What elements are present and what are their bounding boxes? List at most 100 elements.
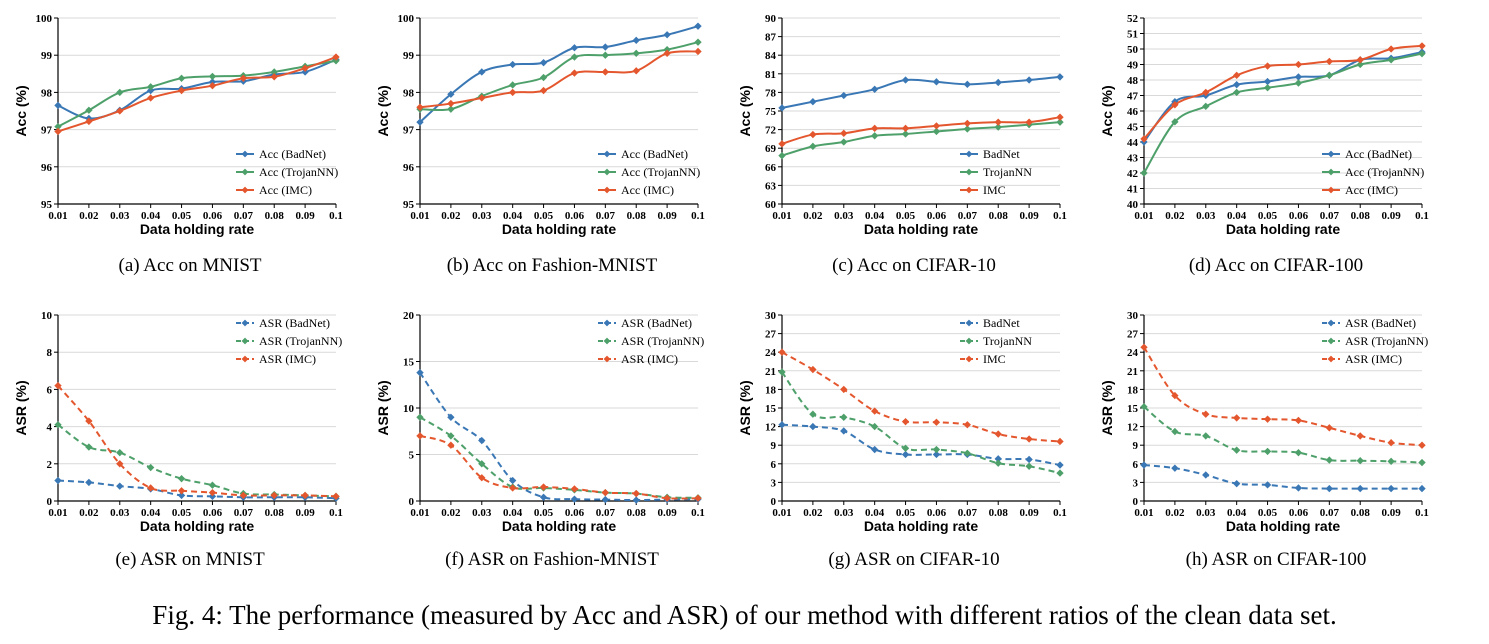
point-imc-e-5: [208, 488, 217, 497]
y-tick-label-h-9: 27: [1127, 329, 1139, 341]
panel-f: 0 5 10 15 20 0.01 0.02 0.03 0.04 0.05 0.06 0.07 0.08…: [372, 305, 732, 595]
x-axis-title-g: Data holding rate: [864, 518, 979, 534]
y-axis-title-c: Acc (%): [737, 85, 753, 136]
legend-label-badnet-d: Acc (BadNet): [1345, 147, 1412, 161]
y-tick-label-a-4: 99: [41, 50, 53, 62]
point-badnet-b-1: [447, 90, 455, 98]
x-tick-label-e-2: 0.03: [110, 507, 130, 519]
point-badnet-g-7: [994, 455, 1002, 463]
legend-marker-imc-d: [1327, 186, 1335, 194]
x-tick-label-f-0: 0.01: [410, 507, 429, 519]
point-imc-c-6: [963, 119, 972, 128]
y-tick-label-h-1: 3: [1133, 477, 1139, 489]
point-badnet-h-2: [1202, 471, 1210, 479]
point-badnet-a-8: [301, 68, 309, 76]
x-tick-label-a-7: 0.08: [265, 210, 285, 222]
y-tick-label-g-1: 3: [771, 477, 777, 489]
series-line-trojannn-e: [57, 423, 337, 498]
plot-area-a: [58, 18, 336, 204]
x-tick-label-c-1: 0.02: [803, 210, 823, 222]
y-tick-label-c-0: 60: [765, 199, 777, 211]
point-badnet-a-3: [146, 86, 155, 95]
series-line-badnet-e: [57, 479, 337, 500]
y-tick-label-g-3: 9: [771, 440, 777, 452]
point-trojannn-g-1: [809, 410, 817, 418]
legend-label-imc-b: Acc (IMC): [621, 183, 674, 197]
y-axis-title-e: ASR (%): [13, 380, 29, 435]
caption-c: (c) Acc on CIFAR-10: [832, 255, 996, 276]
point-trojannn-b-1: [447, 105, 455, 113]
x-tick-label-a-4: 0.05: [172, 210, 192, 222]
y-tick-label-c-6: 78: [765, 87, 777, 99]
chart-a: 95 96 97 98 99 100 0.01 0.02 0.03 0.04 0.05 0.06 0.0…: [13, 13, 343, 237]
x-tick-label-g-8: 0.09: [1019, 507, 1039, 519]
y-tick-label-d-1: 41: [1127, 184, 1138, 196]
y-tick-label-e-2: 4: [47, 422, 53, 434]
x-tick-label-a-0: 0.01: [48, 210, 67, 222]
legend-label-trojannn-f: ASR (TrojanNN): [621, 334, 704, 348]
point-badnet-g-3: [870, 445, 879, 454]
legend-label-imc-a: Acc (IMC): [259, 183, 312, 197]
chart-c: 60 63 66 69 72 75 78 81 84 87 90 0.01 0.02 0.03 0.04 0.…: [737, 13, 1067, 237]
x-tick-label-a-5: 0.06: [203, 210, 223, 222]
legend-label-badnet-f: ASR (BadNet): [621, 316, 692, 330]
x-axis-title-f: Data holding rate: [502, 518, 617, 534]
y-axis-title-g: ASR (%): [737, 380, 753, 435]
y-tick-label-c-10: 90: [765, 13, 777, 25]
series-line-imc-e: [57, 385, 337, 498]
y-tick-label-h-7: 21: [1127, 366, 1138, 378]
legend-label-badnet-c: BadNet: [983, 147, 1020, 161]
caption-e: (e) ASR on MNIST: [115, 549, 265, 570]
y-tick-label-h-0: 0: [1133, 496, 1139, 508]
caption-d: (d) Acc on CIFAR-100: [1188, 255, 1364, 276]
x-tick-label-e-8: 0.09: [295, 507, 315, 519]
y-tick-label-c-8: 84: [765, 50, 777, 62]
series-line-trojannn-f: [419, 416, 699, 499]
y-tick-label-d-0: 40: [1127, 199, 1139, 211]
legend-marker-imc-a: [241, 186, 249, 194]
point-badnet-f-6: [601, 495, 610, 504]
legend-label-trojannn-a: Acc (TrojanNN): [259, 165, 338, 179]
series-line-trojannn-a: [57, 59, 337, 128]
panel-d: 40 41 42 43 44 45 46 47 48 49 50 51 52 0.01 0.02 0.03 0.…: [1096, 8, 1456, 298]
point-badnet-e-5: [208, 492, 217, 501]
x-tick-label-c-4: 0.05: [896, 210, 916, 222]
point-trojannn-c-1: [809, 142, 817, 151]
x-axis-title-a: Data holding rate: [140, 221, 255, 237]
legend-label-trojannn-d: Acc (TrojanNN): [1345, 165, 1424, 179]
y-tick-label-f-0: 0: [409, 496, 415, 508]
chart-g: 0 3 6 9 12 15 18 21 24 27 30 0.01 0.02 0.03 0.04 0.05 0.…: [737, 310, 1067, 534]
point-imc-a-7: [270, 73, 278, 81]
chart-d: 40 41 42 43 44 45 46 47 48 49 50 51 52 0.01 0.02 0.03 0.…: [1099, 13, 1429, 237]
point-trojannn-a-5: [208, 72, 217, 81]
x-tick-label-e-7: 0.08: [265, 507, 285, 519]
point-trojannn-e-3: [146, 463, 155, 472]
x-tick-label-f-7: 0.08: [627, 507, 647, 519]
y-tick-label-d-3: 43: [1127, 153, 1139, 165]
y-tick-label-f-2: 10: [403, 403, 415, 415]
point-imc-a-1: [85, 117, 93, 126]
x-tick-label-b-1: 0.02: [441, 210, 461, 222]
series-line-imc-c: [781, 116, 1061, 145]
x-tick-label-b-5: 0.06: [565, 210, 585, 222]
legend-label-badnet-a: Acc (BadNet): [259, 147, 326, 161]
caption-g: (g) ASR on CIFAR-10: [828, 549, 1000, 570]
point-imc-d-3: [1232, 71, 1241, 80]
y-tick-label-f-3: 15: [403, 357, 415, 369]
y-tick-label-a-3: 98: [41, 87, 53, 99]
chart-b: 95 96 97 98 99 100 0.01 0.02 0.03 0.04 0.05 0.06 0.0…: [375, 13, 705, 237]
point-trojannn-a-4: [177, 74, 186, 82]
x-tick-label-b-0: 0.01: [410, 210, 429, 222]
x-tick-label-f-8: 0.09: [657, 507, 677, 519]
series-line-imc-b: [419, 50, 699, 109]
point-badnet-b-8: [663, 31, 671, 39]
x-tick-label-g-7: 0.08: [989, 507, 1009, 519]
legend-label-trojannn-b: Acc (TrojanNN): [621, 165, 700, 179]
x-tick-label-a-2: 0.03: [110, 210, 130, 222]
legend-marker-badnet-d: [1327, 150, 1335, 158]
y-tick-label-h-6: 18: [1127, 384, 1139, 396]
point-imc-a-4: [177, 86, 186, 95]
point-badnet-f-0: [416, 368, 424, 377]
series-line-trojannn-c: [781, 121, 1061, 157]
